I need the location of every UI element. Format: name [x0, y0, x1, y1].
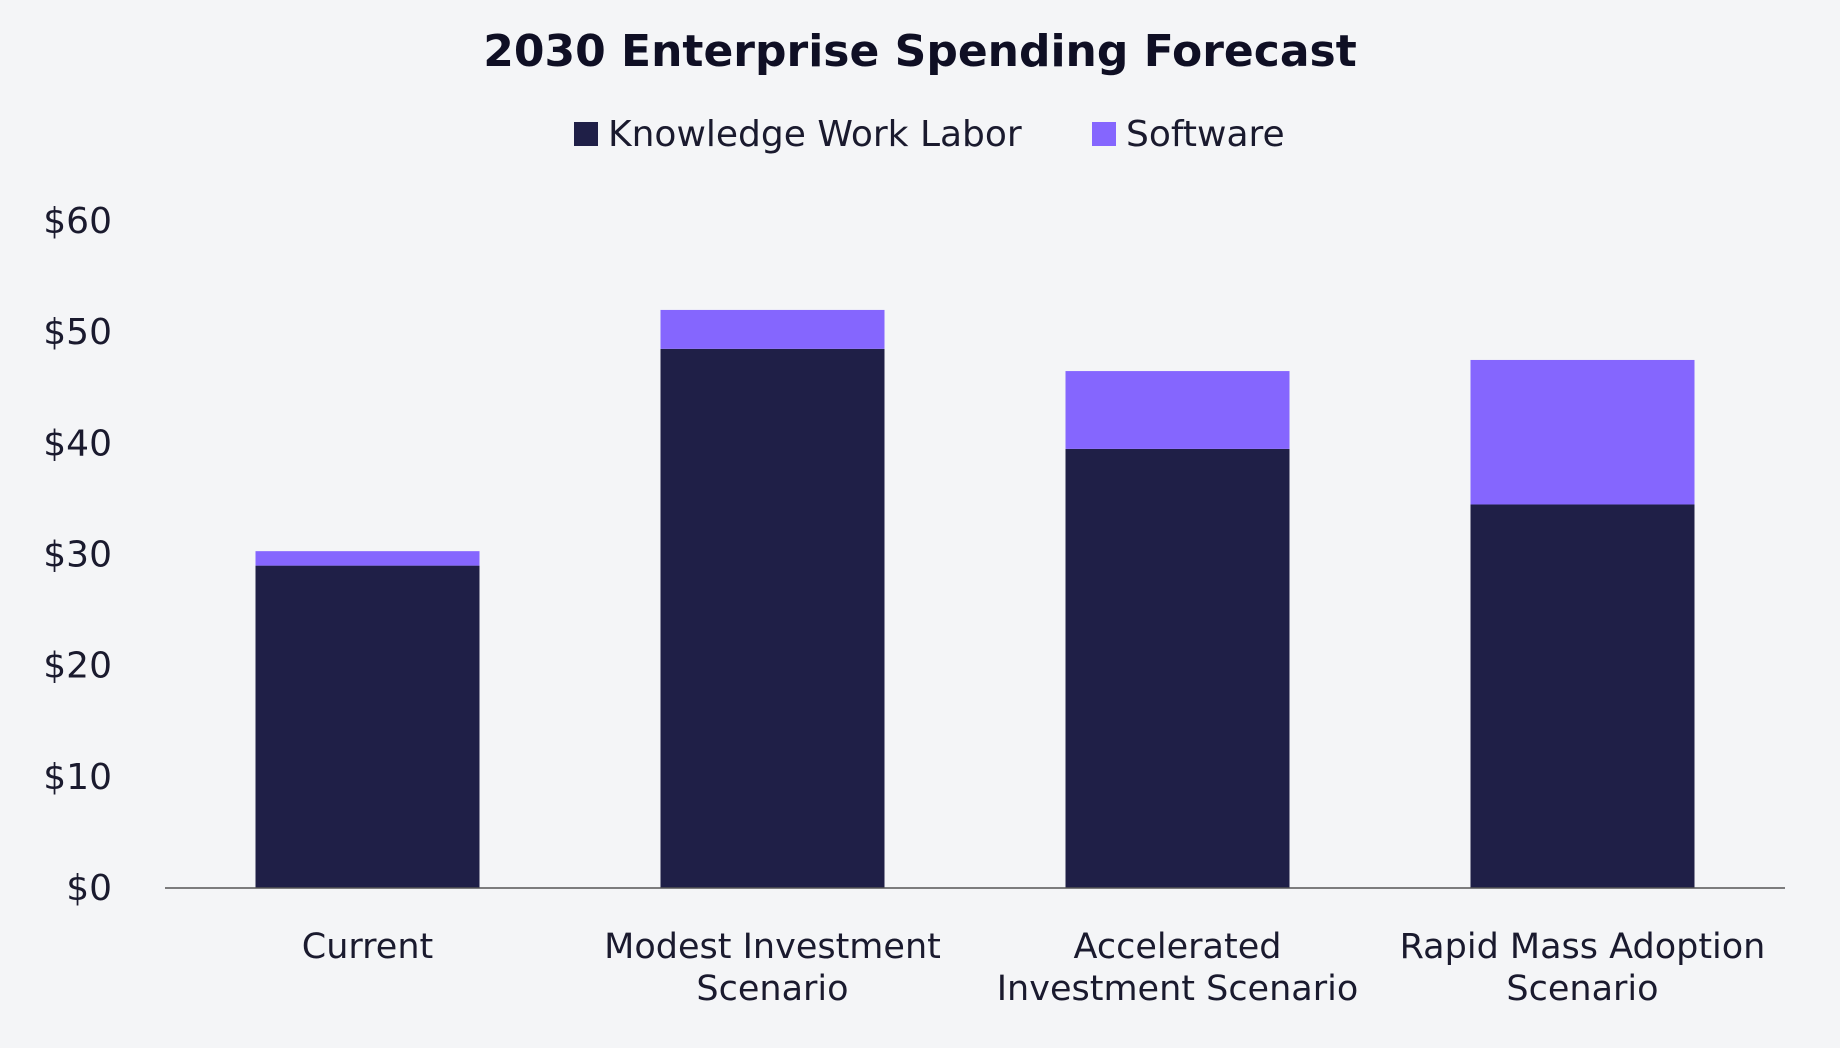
y-tick-label: $0: [66, 868, 112, 909]
y-tick-label: $40: [43, 423, 112, 464]
bar-labor: [255, 565, 480, 888]
legend-swatch-labor: [574, 122, 598, 146]
bar-software: [1065, 371, 1290, 449]
bar-software: [660, 309, 885, 349]
y-axis: $0 $10 $20 $30 $40 $50 $60: [43, 201, 112, 909]
y-tick-label: $20: [43, 646, 112, 687]
bar-software: [255, 551, 480, 566]
bar-labor: [1065, 448, 1290, 888]
legend-swatch-software: [1092, 122, 1116, 146]
y-tick-label: $60: [43, 201, 112, 242]
y-tick-label: $30: [43, 535, 112, 576]
legend: Knowledge Work Labor Software: [574, 114, 1285, 155]
y-tick-label: $50: [43, 312, 112, 353]
legend-label-software: Software: [1126, 114, 1285, 155]
x-tick-label: Modest Investment Scenario: [604, 927, 941, 1009]
legend-label-labor: Knowledge Work Labor: [608, 114, 1022, 155]
x-tick-label: Accelerated Investment Scenario: [997, 927, 1359, 1009]
chart-title: 2030 Enterprise Spending Forecast: [483, 26, 1356, 77]
x-tick-label: Rapid Mass Adoption Scenario: [1400, 927, 1766, 1009]
bar-labor: [660, 348, 885, 888]
x-axis: Current Modest Investment Scenario Accelera…: [302, 927, 1766, 1009]
x-tick-label: Current: [302, 927, 433, 967]
bars: [255, 309, 1695, 888]
y-tick-label: $10: [43, 757, 112, 798]
bar-labor: [1470, 504, 1695, 888]
bar-software: [1470, 359, 1695, 505]
